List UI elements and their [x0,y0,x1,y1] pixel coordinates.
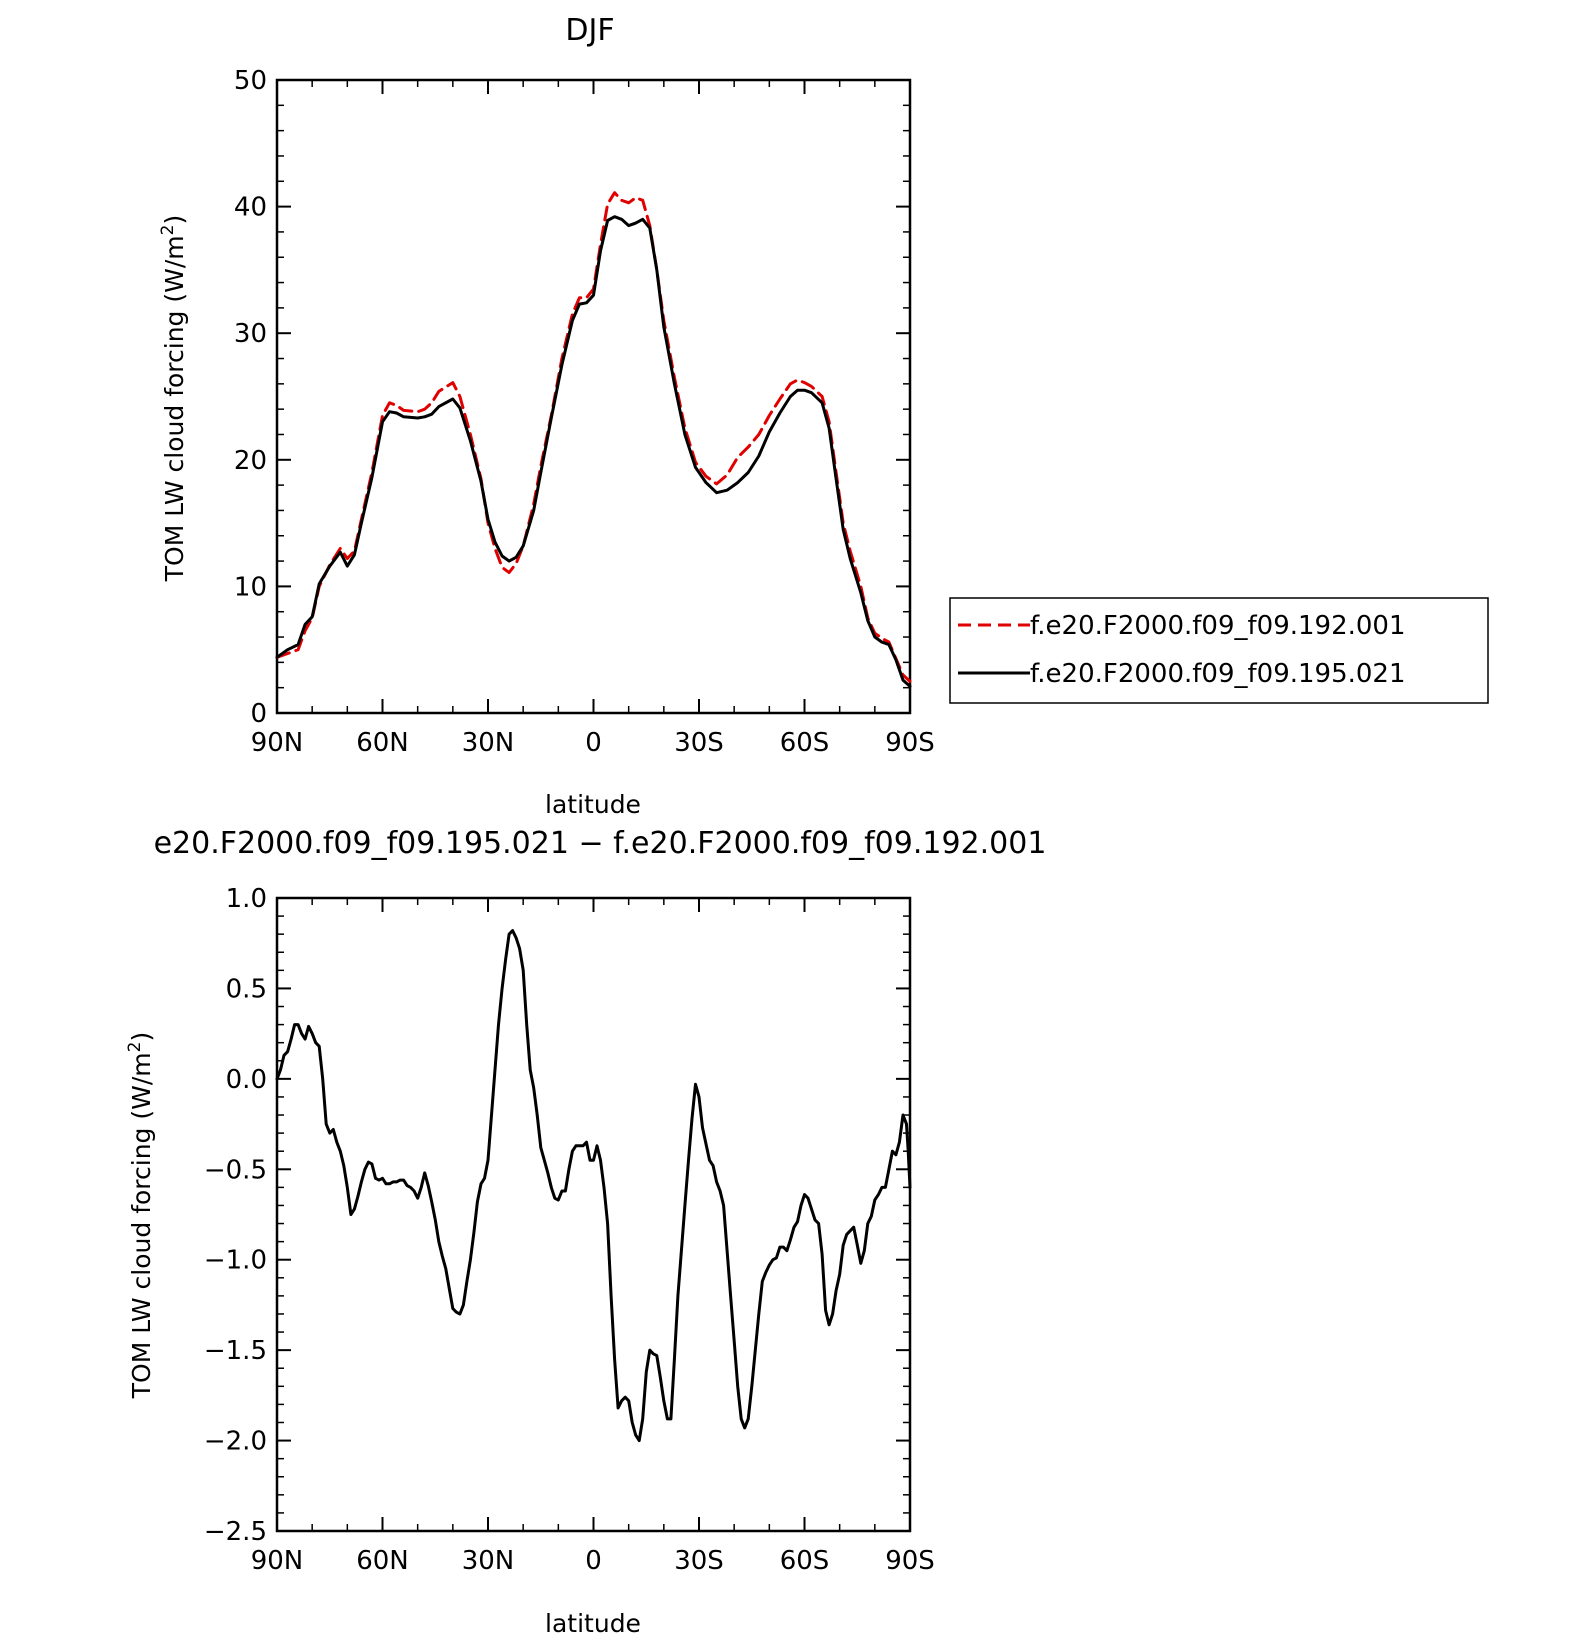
bottom-chart-panel: e20.F2000.f09_f09.195.021 − f.e20.F2000.… [125,826,1046,1638]
x-tick-label: 60S [780,1546,830,1576]
y-tick-label: 0.5 [226,974,267,1004]
x-tick-label: 60S [780,728,830,758]
y-tick-label: −1.5 [204,1336,267,1366]
y-tick-label: 30 [234,319,267,349]
x-tick-label: 0 [585,1546,602,1576]
x-tick-label: 30N [462,1546,515,1576]
y-tick-label: −2.5 [204,1517,267,1547]
y-tick-label: 0.0 [226,1065,267,1095]
series-line-1 [275,929,912,1443]
x-tick-label: 30N [462,728,515,758]
bottom-chart-title: e20.F2000.f09_f09.195.021 − f.e20.F2000.… [154,826,1047,861]
legend-box [949,597,1489,704]
top-chart-x-tick-labels: 90N 60N 30N 0 30S 60S 90S [251,728,935,758]
bottom-chart-plot-frame [275,896,912,1533]
bottom-chart-y-tick-labels: 1.0 0.5 0.0 −0.5 −1.0 −1.5 −2.0 −2.5 [204,884,267,1547]
x-tick-label: 30S [674,1546,724,1576]
x-tick-label: 90S [885,1546,935,1576]
series-line-2 [275,215,912,688]
bottom-chart-y-axis-label: TOM LW cloud forcing (W/m2) [125,1032,156,1399]
top-chart-y-axis-label: TOM LW cloud forcing (W/m2) [158,215,189,582]
x-tick-label: 60N [356,1546,409,1576]
top-chart-series [275,191,912,688]
x-tick-label: 60N [356,728,409,758]
top-chart-panel: DJF 90N 60N 30N 0 30S 60S 90S 0 10 20 30 40 50 lati… [158,13,1489,819]
x-tick-label: 90S [885,728,935,758]
top-chart-y-tick-labels: 0 10 20 30 40 50 [234,66,267,729]
bottom-chart-x-axis-label: latitude [545,1609,641,1638]
bottom-chart-series [275,929,912,1443]
bottom-chart-ticks [276,897,911,1532]
series-line-1 [275,191,912,683]
y-tick-label: 50 [234,66,267,96]
x-tick-label: 90N [251,728,304,758]
bottom-chart-y-axis-label-sup: 2 [125,1042,145,1053]
legend-label-series-1: f.e20.F2000.f09_f09.192.001 [1030,611,1406,641]
y-tick-label: −1.0 [204,1246,267,1276]
top-chart-legend: f.e20.F2000.f09_f09.192.001 f.e20.F2000.… [949,597,1489,704]
y-tick-label: −2.0 [204,1427,267,1457]
y-tick-label: 40 [234,193,267,223]
top-chart-y-axis-label-sup: 2 [158,225,178,236]
top-chart-x-axis-label: latitude [545,790,641,819]
y-tick-label: 1.0 [226,884,267,914]
y-tick-label: −0.5 [204,1155,267,1185]
top-chart-y-axis-label-end: ) [160,215,189,225]
x-tick-label: 0 [585,728,602,758]
bottom-chart-y-axis-label-end: ) [127,1032,156,1042]
top-chart-ticks [276,79,911,714]
top-chart-y-axis-label-main: TOM LW cloud forcing (W/m [160,235,189,582]
y-tick-label: 20 [234,446,267,476]
bottom-chart-x-tick-labels: 90N 60N 30N 0 30S 60S 90S [251,1546,935,1576]
x-tick-label: 30S [674,728,724,758]
top-chart-title: DJF [565,13,614,48]
legend-label-series-2: f.e20.F2000.f09_f09.195.021 [1030,659,1406,689]
y-tick-label: 10 [234,572,267,602]
y-tick-label: 0 [250,699,267,729]
x-tick-label: 90N [251,1546,304,1576]
bottom-chart-y-axis-label-main: TOM LW cloud forcing (W/m [127,1052,156,1399]
